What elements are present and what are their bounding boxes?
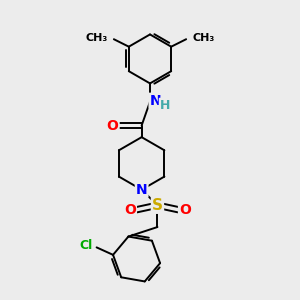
Text: N: N: [136, 183, 148, 197]
Text: N: N: [150, 94, 161, 108]
Text: H: H: [160, 99, 170, 112]
Text: CH₃: CH₃: [193, 33, 215, 43]
Text: O: O: [107, 118, 118, 133]
Text: S: S: [152, 198, 163, 213]
Text: O: O: [124, 203, 136, 217]
Text: Cl: Cl: [79, 239, 92, 252]
Text: O: O: [179, 203, 191, 217]
Text: CH₃: CH₃: [85, 33, 107, 43]
